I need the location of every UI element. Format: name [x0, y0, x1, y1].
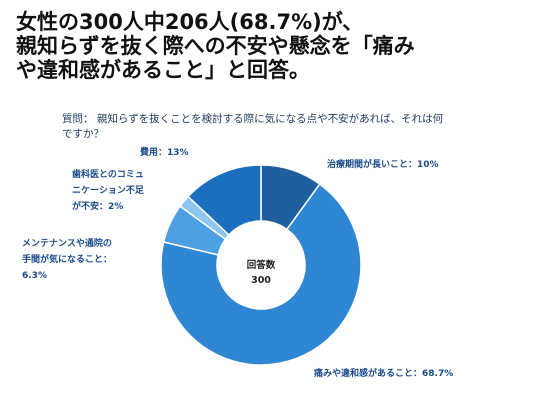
question-line-1: 質問： 親知らずを抜くことを検討する際に気になる点や不安があれば、それは何 — [62, 113, 444, 125]
center-title: 回答数 — [246, 260, 276, 271]
headline: 女性の300人中206人(68.7%)が、 親知らずを抜く際への不安や懸念を「痛… — [16, 10, 526, 82]
headline-line-1: 女性の300人中206人(68.7%)が、 — [16, 10, 364, 34]
center-value: 300 — [251, 275, 271, 286]
headline-line-2: 親知らずを抜く際への不安や懸念を「痛み — [16, 34, 415, 58]
slice-label-maintenance: メンテナンスや通院の 手間が気になること： 6.3% — [22, 239, 113, 281]
survey-question: 質問： 親知らずを抜くことを検討する際に気になる点や不安があれば、それは何 です… — [62, 112, 502, 142]
slice-label-pain: 痛みや違和感があること：68.7% — [314, 369, 454, 379]
slice-label-communication: 歯科医とのコミュ ニケーション不足 が不安：2% — [72, 170, 144, 212]
slice-label-cost: 費用：13% — [140, 148, 189, 158]
slice-cost — [187, 164, 262, 236]
question-line-2: ですか？ — [62, 128, 104, 140]
slice-label-treatment-period: 治療期間が長いこと：10% — [327, 160, 439, 170]
slice-pain — [160, 183, 362, 366]
headline-line-3: や違和感があること」と回答。 — [16, 58, 310, 82]
donut-center-label: 回答数 300 — [226, 258, 296, 288]
